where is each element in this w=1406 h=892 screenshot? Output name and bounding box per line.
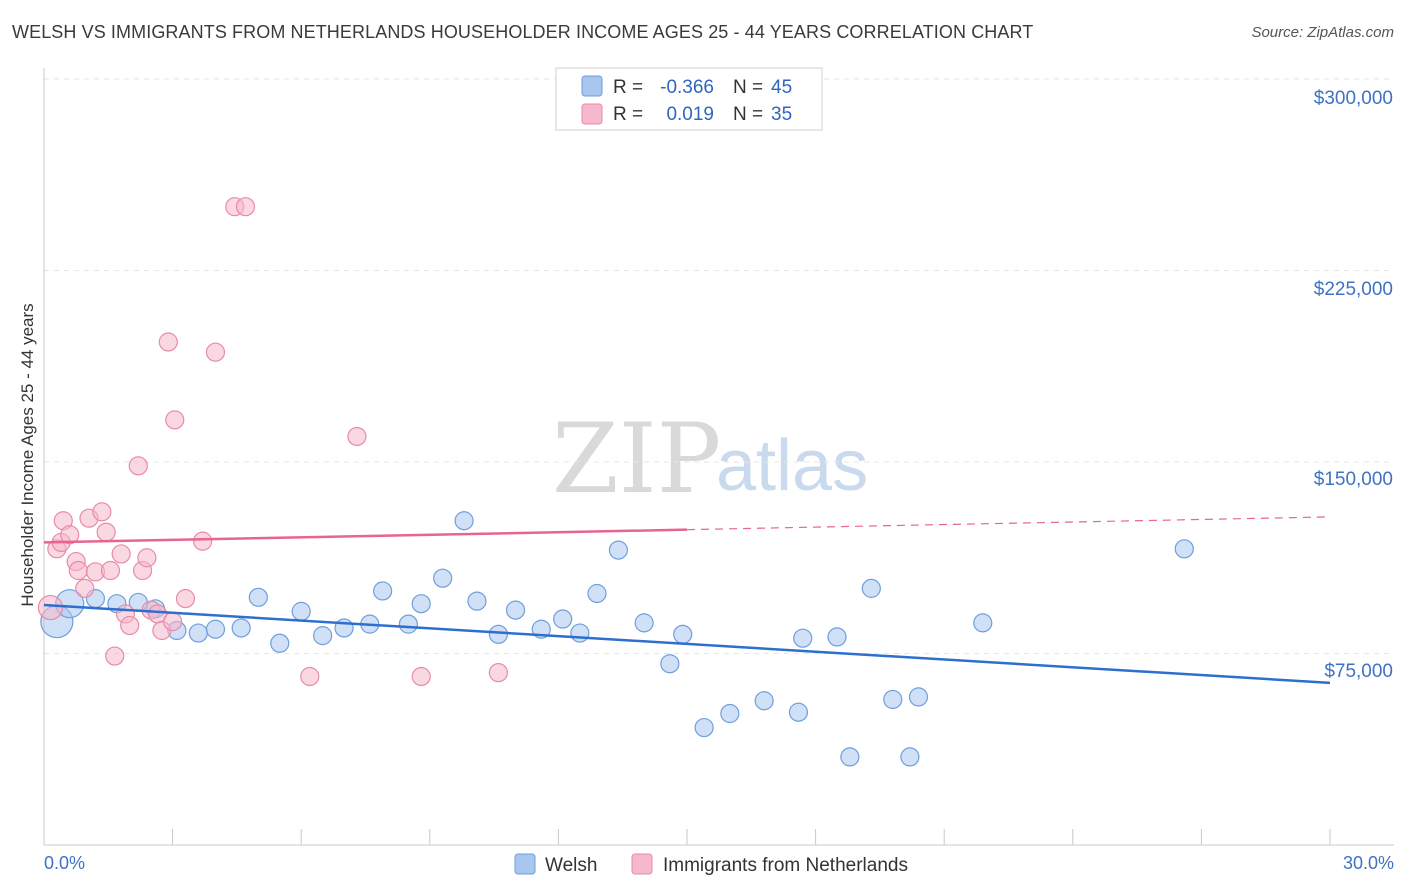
welsh-point <box>313 626 333 646</box>
gridlines <box>44 78 1394 654</box>
bottom-legend-label-welsh: Welsh <box>545 855 597 876</box>
welsh-point <box>433 568 453 588</box>
netherlands-point <box>300 666 320 687</box>
chart-title: WELSH VS IMMIGRANTS FROM NETHERLANDS HOU… <box>12 22 1034 42</box>
welsh-point <box>793 628 813 648</box>
y-tick-label-300000: $300,000 <box>1314 88 1393 109</box>
welsh-point <box>634 613 654 633</box>
netherlands-point <box>205 342 226 362</box>
welsh-point <box>270 633 290 653</box>
netherlands-point <box>347 426 367 447</box>
welsh-point <box>505 600 526 620</box>
welsh-point <box>788 702 809 722</box>
netherlands-point <box>158 332 178 352</box>
welsh-point <box>673 624 693 644</box>
legend-n-label-welsh: N = <box>733 77 763 98</box>
bottom-legend-label-netherlands: Immigrants from Netherlands <box>663 855 908 876</box>
netherlands-point <box>68 560 88 581</box>
welsh-point <box>373 581 393 601</box>
netherlands-point <box>120 615 140 636</box>
welsh-point <box>973 613 993 633</box>
welsh-point <box>861 578 881 598</box>
welsh-point <box>570 623 590 643</box>
netherlands-point <box>411 666 431 687</box>
netherlands-point <box>60 525 80 545</box>
netherlands-point <box>137 548 157 568</box>
welsh-trend-line <box>43 603 1331 685</box>
legend-r-label-netherlands: R = <box>613 104 643 125</box>
bottom-legend-swatch-welsh <box>514 853 536 875</box>
welsh-point <box>827 627 847 647</box>
netherlands-point <box>105 646 125 666</box>
netherlands-trend-line <box>43 528 688 544</box>
chart-source: Source: ZipAtlas.com <box>1251 24 1394 41</box>
welsh-point <box>291 601 311 621</box>
netherlands-point <box>111 544 131 564</box>
welsh-point <box>754 691 774 711</box>
netherlands-point <box>96 522 116 542</box>
welsh-point <box>467 591 487 611</box>
y-axis-title: Householder Income Ages 25 - 44 years <box>18 303 37 606</box>
welsh-point <box>900 747 920 767</box>
legend-n-value-netherlands: 35 <box>771 104 792 125</box>
legend-r-value-netherlands: 0.019 <box>666 104 714 125</box>
legend-n-value-welsh: 45 <box>771 77 792 98</box>
welsh-point <box>553 609 573 629</box>
netherlands-trend-line-extension <box>686 516 1331 531</box>
welsh-point <box>454 511 474 531</box>
welsh-point <box>248 587 268 607</box>
welsh-point <box>411 594 431 614</box>
y-tick-label-225000: $225,000 <box>1314 279 1393 300</box>
welsh-point <box>608 540 629 560</box>
netherlands-point <box>92 502 112 522</box>
welsh-point <box>398 614 418 634</box>
legend-n-label-netherlands: N = <box>733 104 763 125</box>
series-netherlands-points <box>37 197 508 687</box>
welsh-point <box>660 654 680 674</box>
netherlands-point <box>235 197 256 217</box>
welsh-point <box>205 619 226 639</box>
netherlands-point <box>175 589 196 609</box>
y-tick-label-75000: $75,000 <box>1324 661 1393 682</box>
top-legend: R = -0.366 N = 45 R = 0.019 N = 35 <box>555 67 823 131</box>
bottom-legend: Welsh Immigrants from Netherlands <box>514 853 908 876</box>
netherlands-point <box>75 578 95 598</box>
bottom-legend-swatch-netherlands <box>631 853 653 875</box>
netherlands-point <box>128 456 148 476</box>
x-tick-label-max: 30.0% <box>1343 853 1394 873</box>
welsh-point <box>840 747 860 767</box>
welsh-point <box>488 624 508 644</box>
welsh-point <box>908 687 929 707</box>
netherlands-point <box>100 560 121 581</box>
legend-r-label-welsh: R = <box>613 77 643 98</box>
watermark-atlas: atlas <box>716 426 868 506</box>
netherlands-point <box>488 663 508 683</box>
welsh-point <box>1174 539 1194 559</box>
welsh-point <box>720 703 740 724</box>
netherlands-point <box>37 594 64 621</box>
y-tick-labels: $300,000 $225,000 $150,000 $75,000 <box>1314 88 1393 682</box>
legend-swatch-welsh <box>581 75 603 97</box>
welsh-point <box>188 623 208 643</box>
x-tick-label-min: 0.0% <box>44 853 85 873</box>
legend-swatch-netherlands <box>581 103 603 125</box>
welsh-point <box>587 583 607 604</box>
y-tick-label-150000: $150,000 <box>1314 469 1393 490</box>
netherlands-point <box>165 410 185 430</box>
x-axis-ticks <box>43 829 1331 845</box>
watermark-zip: ZIP <box>552 403 721 515</box>
welsh-point <box>694 717 714 738</box>
netherlands-point <box>163 611 183 632</box>
welsh-point <box>231 618 251 638</box>
netherlands-point <box>193 531 213 551</box>
legend-r-value-welsh: -0.366 <box>660 77 714 98</box>
trend-lines <box>43 516 1331 685</box>
welsh-point <box>883 689 903 710</box>
